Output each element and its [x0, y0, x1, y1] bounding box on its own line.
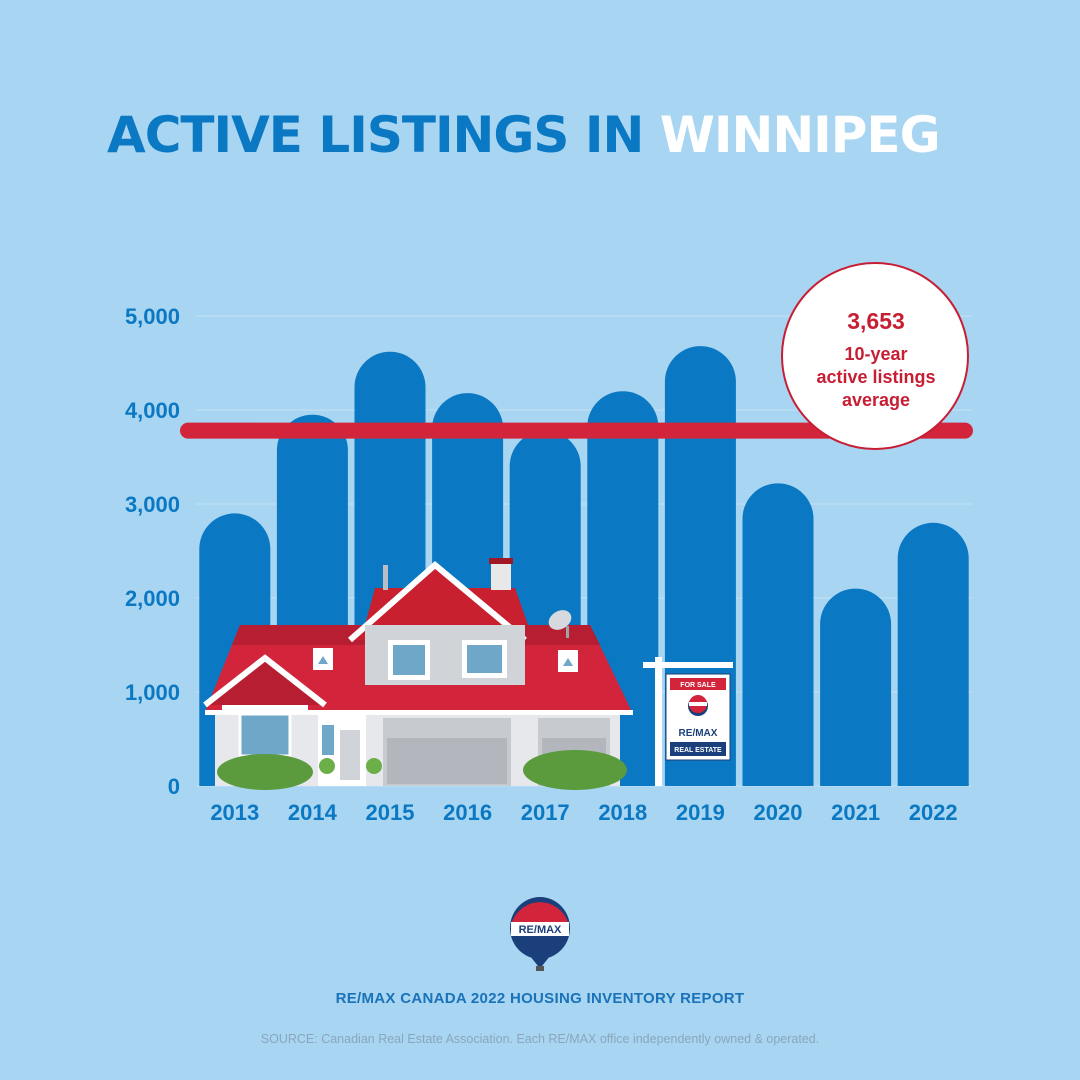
x-tick-label: 2017 — [521, 800, 570, 825]
logo-text: RE/MAX — [519, 924, 562, 936]
bar-2022 — [897, 522, 969, 786]
y-tick-label: 2,000 — [125, 586, 180, 611]
average-label-3: average — [842, 390, 910, 410]
sign-top-text: FOR SALE — [680, 682, 716, 689]
average-label-1: 10-year — [844, 344, 907, 364]
x-tick-label: 2013 — [210, 800, 259, 825]
report-title: RE/MAX CANADA 2022 HOUSING INVENTORY REP… — [335, 990, 745, 1007]
x-tick-label: 2018 — [598, 800, 647, 825]
x-tick-label: 2014 — [288, 800, 338, 825]
y-tick-label: 5,000 — [125, 304, 180, 329]
house-illustration: FOR SALE RE/MAX REAL ESTATE — [203, 558, 733, 790]
average-callout: 3,653 10-year active listings average — [781, 262, 969, 450]
x-tick-label: 2016 — [443, 800, 492, 825]
sign-brand-text: RE/MAX — [679, 728, 718, 739]
x-tick-label: 2020 — [754, 800, 803, 825]
page-title: ACTIVE LISTINGS IN WINNIPEG — [107, 110, 941, 160]
y-tick-label: 3,000 — [125, 492, 180, 517]
title-part2: WINNIPEG — [659, 106, 941, 164]
average-label-2: active listings — [816, 367, 935, 387]
x-tick-label: 2021 — [831, 800, 880, 825]
x-tick-label: 2022 — [909, 800, 958, 825]
x-tick-label: 2019 — [676, 800, 725, 825]
source-note: SOURCE: Canadian Real Estate Association… — [260, 1032, 820, 1046]
x-tick-label: 2015 — [366, 800, 415, 825]
average-value: 3,653 — [847, 308, 905, 334]
bar-2021 — [820, 588, 892, 786]
y-tick-label: 4,000 — [125, 398, 180, 423]
x-axis: 2013 2014 2015 2016 2017 2018 2019 2020 2021 2022 — [210, 800, 957, 825]
sign-bottom-text: REAL ESTATE — [674, 747, 722, 754]
y-axis: 0 1,000 2,000 3,000 4,000 5,000 — [125, 304, 180, 799]
remax-balloon-logo: RE/MAX — [510, 897, 570, 971]
y-tick-label: 1,000 — [125, 680, 180, 705]
bar-2020 — [742, 483, 814, 786]
title-part1: ACTIVE LISTINGS IN — [107, 106, 660, 164]
y-tick-label: 0 — [168, 774, 180, 799]
